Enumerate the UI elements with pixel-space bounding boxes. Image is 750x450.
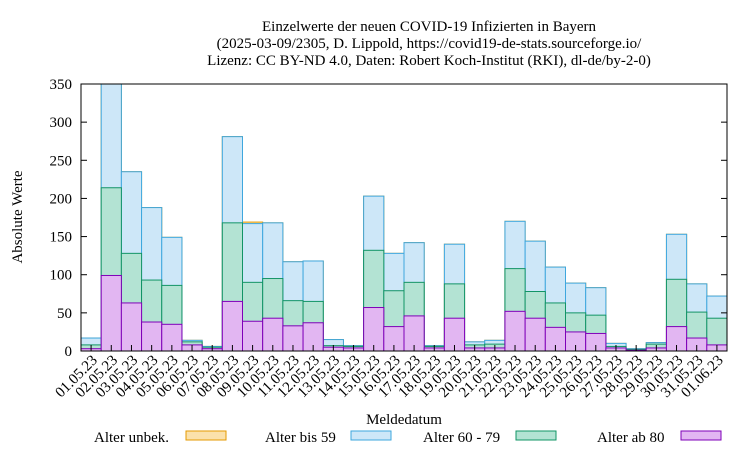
chart-title-line-2: (2025-03-09/2305, D. Lippold, https://co… [217,36,642,52]
bar-alter-ab-80-02.05.23 [100,274,122,352]
legend-swatch-alter-60-79 [515,430,557,441]
y-tick-label: 150 [50,230,73,246]
bar-alter-ab-80-03.05.23 [120,302,143,352]
chart-title-line-3: Lizenz: CC BY-ND 4.0, Daten: Robert Koch… [207,53,651,69]
y-tick-label: 50 [57,306,72,322]
legend: Alter unbek. Alter bis 59 Alter 60 - 79 Alt… [94,430,722,446]
bar-alter-ab-80-15.05.23 [363,307,385,352]
legend-label-alter-unbek: Alter unbek. [94,430,169,446]
y-tick-label: 0 [65,344,73,360]
y-tick-label: 250 [50,153,73,169]
bar-alter-ab-80-08.05.23 [221,300,243,352]
y-tick-label: 200 [50,191,73,207]
legend-label-alter-ab-80: Alter ab 80 [597,430,664,446]
chart-title: Einzelwerte der neuen COVID-19 Infiziert… [207,19,651,69]
axes: 05010015020025030035001.05.2302.05.2303.… [50,77,728,401]
legend-swatch-alter-unbek [185,430,227,441]
legend-label-alter-bis-59: Alter bis 59 [265,430,336,446]
legend-swatch-alter-ab-80 [680,430,722,441]
y-axis-label: Absolute Werte [10,170,26,263]
plot-frame [80,83,728,352]
y-tick-label: 350 [50,77,73,93]
y-tick-label: 300 [50,115,73,131]
bars [80,83,728,352]
chart-title-line-1: Einzelwerte der neuen COVID-19 Infiziert… [262,19,597,35]
x-axis-label: Meldedatum [366,412,442,428]
legend-label-alter-60-79: Alter 60 - 79 [423,430,500,446]
y-tick-label: 100 [50,268,73,284]
legend-swatch-alter-bis-59 [350,430,392,441]
